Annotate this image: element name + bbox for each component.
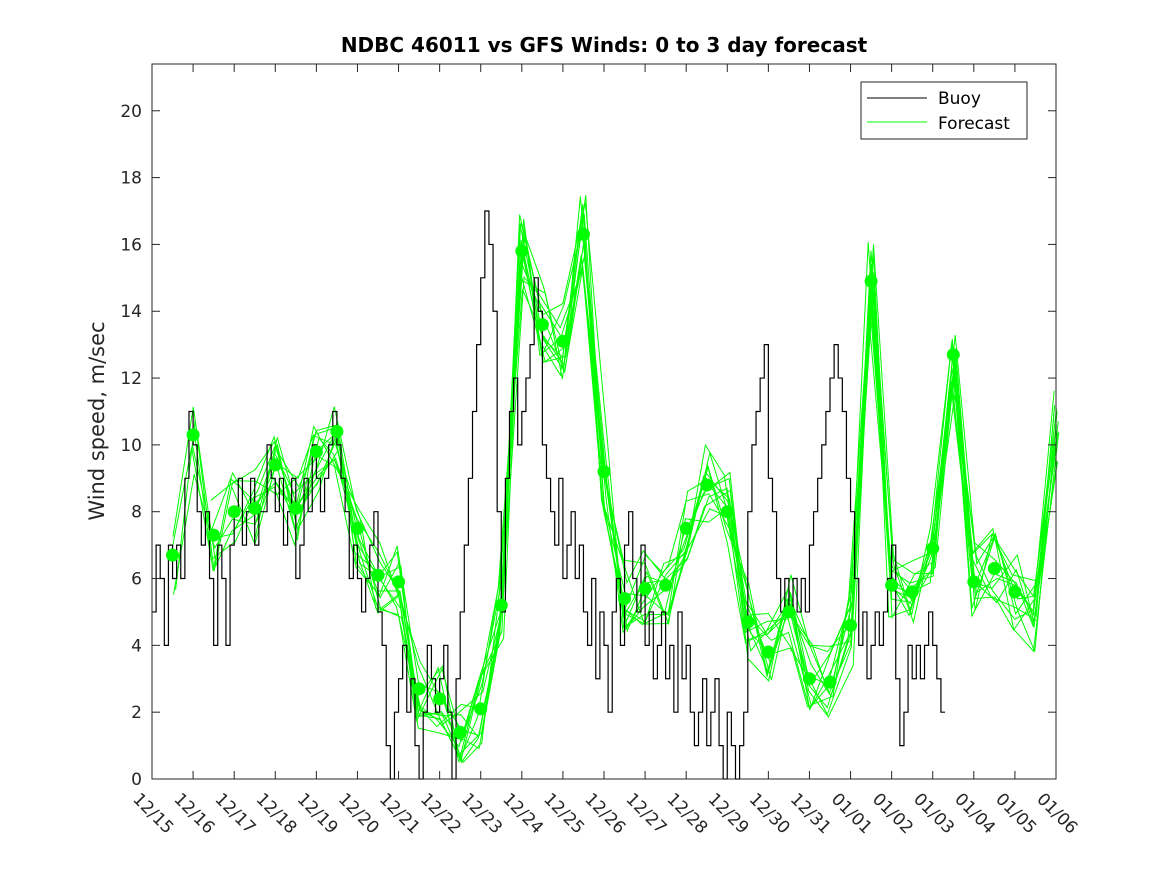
legend: Buoy Forecast [860, 81, 1028, 140]
forecast-marker [453, 725, 467, 739]
forecast-marker [597, 465, 611, 479]
x-tick-label: 12/27 [622, 789, 671, 838]
buoy-series-line [152, 210, 946, 780]
forecast-marker [576, 227, 590, 241]
forecast-run-line [210, 203, 1059, 762]
y-tick-label: 12 [120, 369, 142, 389]
x-tick-label: 12/30 [745, 789, 794, 838]
forecast-marker [227, 505, 241, 519]
x-tick-label: 12/20 [334, 789, 383, 838]
y-tick-label: 18 [120, 169, 142, 189]
forecast-marker [1008, 585, 1022, 599]
forecast-marker [474, 702, 488, 716]
forecast-marker [392, 575, 406, 589]
forecast-run-line [256, 202, 1055, 748]
forecast-run-line [173, 219, 1058, 739]
forecast-marker [371, 568, 385, 582]
y-tick-label: 14 [120, 302, 142, 322]
forecast-marker [905, 585, 919, 599]
x-tick-label: 01/04 [950, 789, 999, 838]
y-tick-label: 6 [131, 570, 142, 590]
y-tick-label: 2 [131, 703, 142, 723]
forecast-marker [268, 458, 282, 472]
forecast-marker [659, 578, 673, 592]
y-tick-label: 0 [131, 770, 142, 790]
forecast-marker [720, 505, 734, 519]
forecast-marker [741, 615, 755, 629]
x-tick-label: 12/22 [416, 789, 465, 838]
forecast-marker [864, 274, 878, 288]
forecast-markers [166, 227, 1022, 739]
forecast-marker [289, 501, 303, 515]
x-tick-label: 01/01 [827, 789, 876, 838]
forecast-marker [207, 528, 221, 542]
legend-box [860, 81, 1028, 140]
y-axis-label: Wind speed, m/sec [85, 321, 109, 520]
chart-title: NDBC 46011 vs GFS Winds: 0 to 3 day fore… [341, 33, 868, 57]
forecast-marker [967, 575, 981, 589]
x-tick-label: 12/18 [252, 789, 301, 838]
forecast-marker [186, 428, 200, 442]
y-tick-label: 20 [120, 102, 142, 122]
x-tick-label: 12/16 [170, 789, 219, 838]
x-tick-label: 12/28 [663, 789, 712, 838]
forecast-marker [618, 592, 632, 606]
x-tick-label: 12/19 [293, 789, 342, 838]
x-tick-label: 12/25 [539, 789, 588, 838]
forecast-marker [782, 605, 796, 619]
forecast-marker [330, 425, 344, 439]
forecast-marker [823, 675, 837, 689]
x-tick-label: 12/17 [211, 789, 260, 838]
forecast-marker [679, 521, 693, 535]
forecast-marker [494, 598, 508, 612]
forecast-marker [802, 672, 816, 686]
buoy-line [152, 210, 946, 780]
y-tick-label: 16 [120, 235, 142, 255]
forecast-run-line [175, 222, 1056, 750]
forecast-marker [700, 478, 714, 492]
forecast-lines [171, 195, 1060, 764]
forecast-marker [761, 645, 775, 659]
forecast-marker [885, 578, 899, 592]
legend-forecast-label: Forecast [938, 114, 1010, 134]
x-tick-label: 01/05 [991, 789, 1040, 838]
forecast-marker [515, 244, 529, 258]
x-tick-label: 12/29 [704, 789, 753, 838]
plot-background [152, 64, 1056, 779]
forecast-marker [433, 692, 447, 706]
forecast-marker [248, 501, 262, 515]
y-tick-label: 8 [131, 503, 142, 523]
forecast-run-line [214, 214, 1056, 763]
legend-buoy-label: Buoy [938, 89, 981, 109]
forecast-marker [638, 582, 652, 596]
forecast-marker [556, 334, 570, 348]
x-tick-label: 01/06 [1032, 789, 1081, 838]
x-tick-label: 01/03 [909, 789, 958, 838]
forecast-marker [535, 318, 549, 332]
forecast-marker [412, 682, 426, 696]
forecast-marker [946, 348, 960, 362]
x-tick-label: 01/02 [868, 789, 917, 838]
forecast-marker [166, 548, 180, 562]
y-tick-label: 10 [120, 436, 142, 456]
x-tick-label: 12/26 [580, 789, 629, 838]
forecast-marker [350, 521, 364, 535]
x-tick-label: 12/24 [498, 789, 547, 838]
forecast-run-line [254, 224, 1058, 764]
forecast-marker [844, 618, 858, 632]
forecast-marker [926, 541, 940, 555]
x-tick-label: 12/21 [375, 789, 424, 838]
forecast-marker [987, 562, 1001, 576]
x-tick-label: 12/31 [786, 789, 835, 838]
x-tick-label: 12/15 [128, 789, 177, 838]
y-tick-label: 4 [131, 636, 142, 656]
y-axis: 0 2 4 6 8 10 12 14 16 18 20 [120, 102, 1056, 790]
forecast-marker [309, 445, 323, 459]
x-tick-label: 12/23 [457, 789, 506, 838]
